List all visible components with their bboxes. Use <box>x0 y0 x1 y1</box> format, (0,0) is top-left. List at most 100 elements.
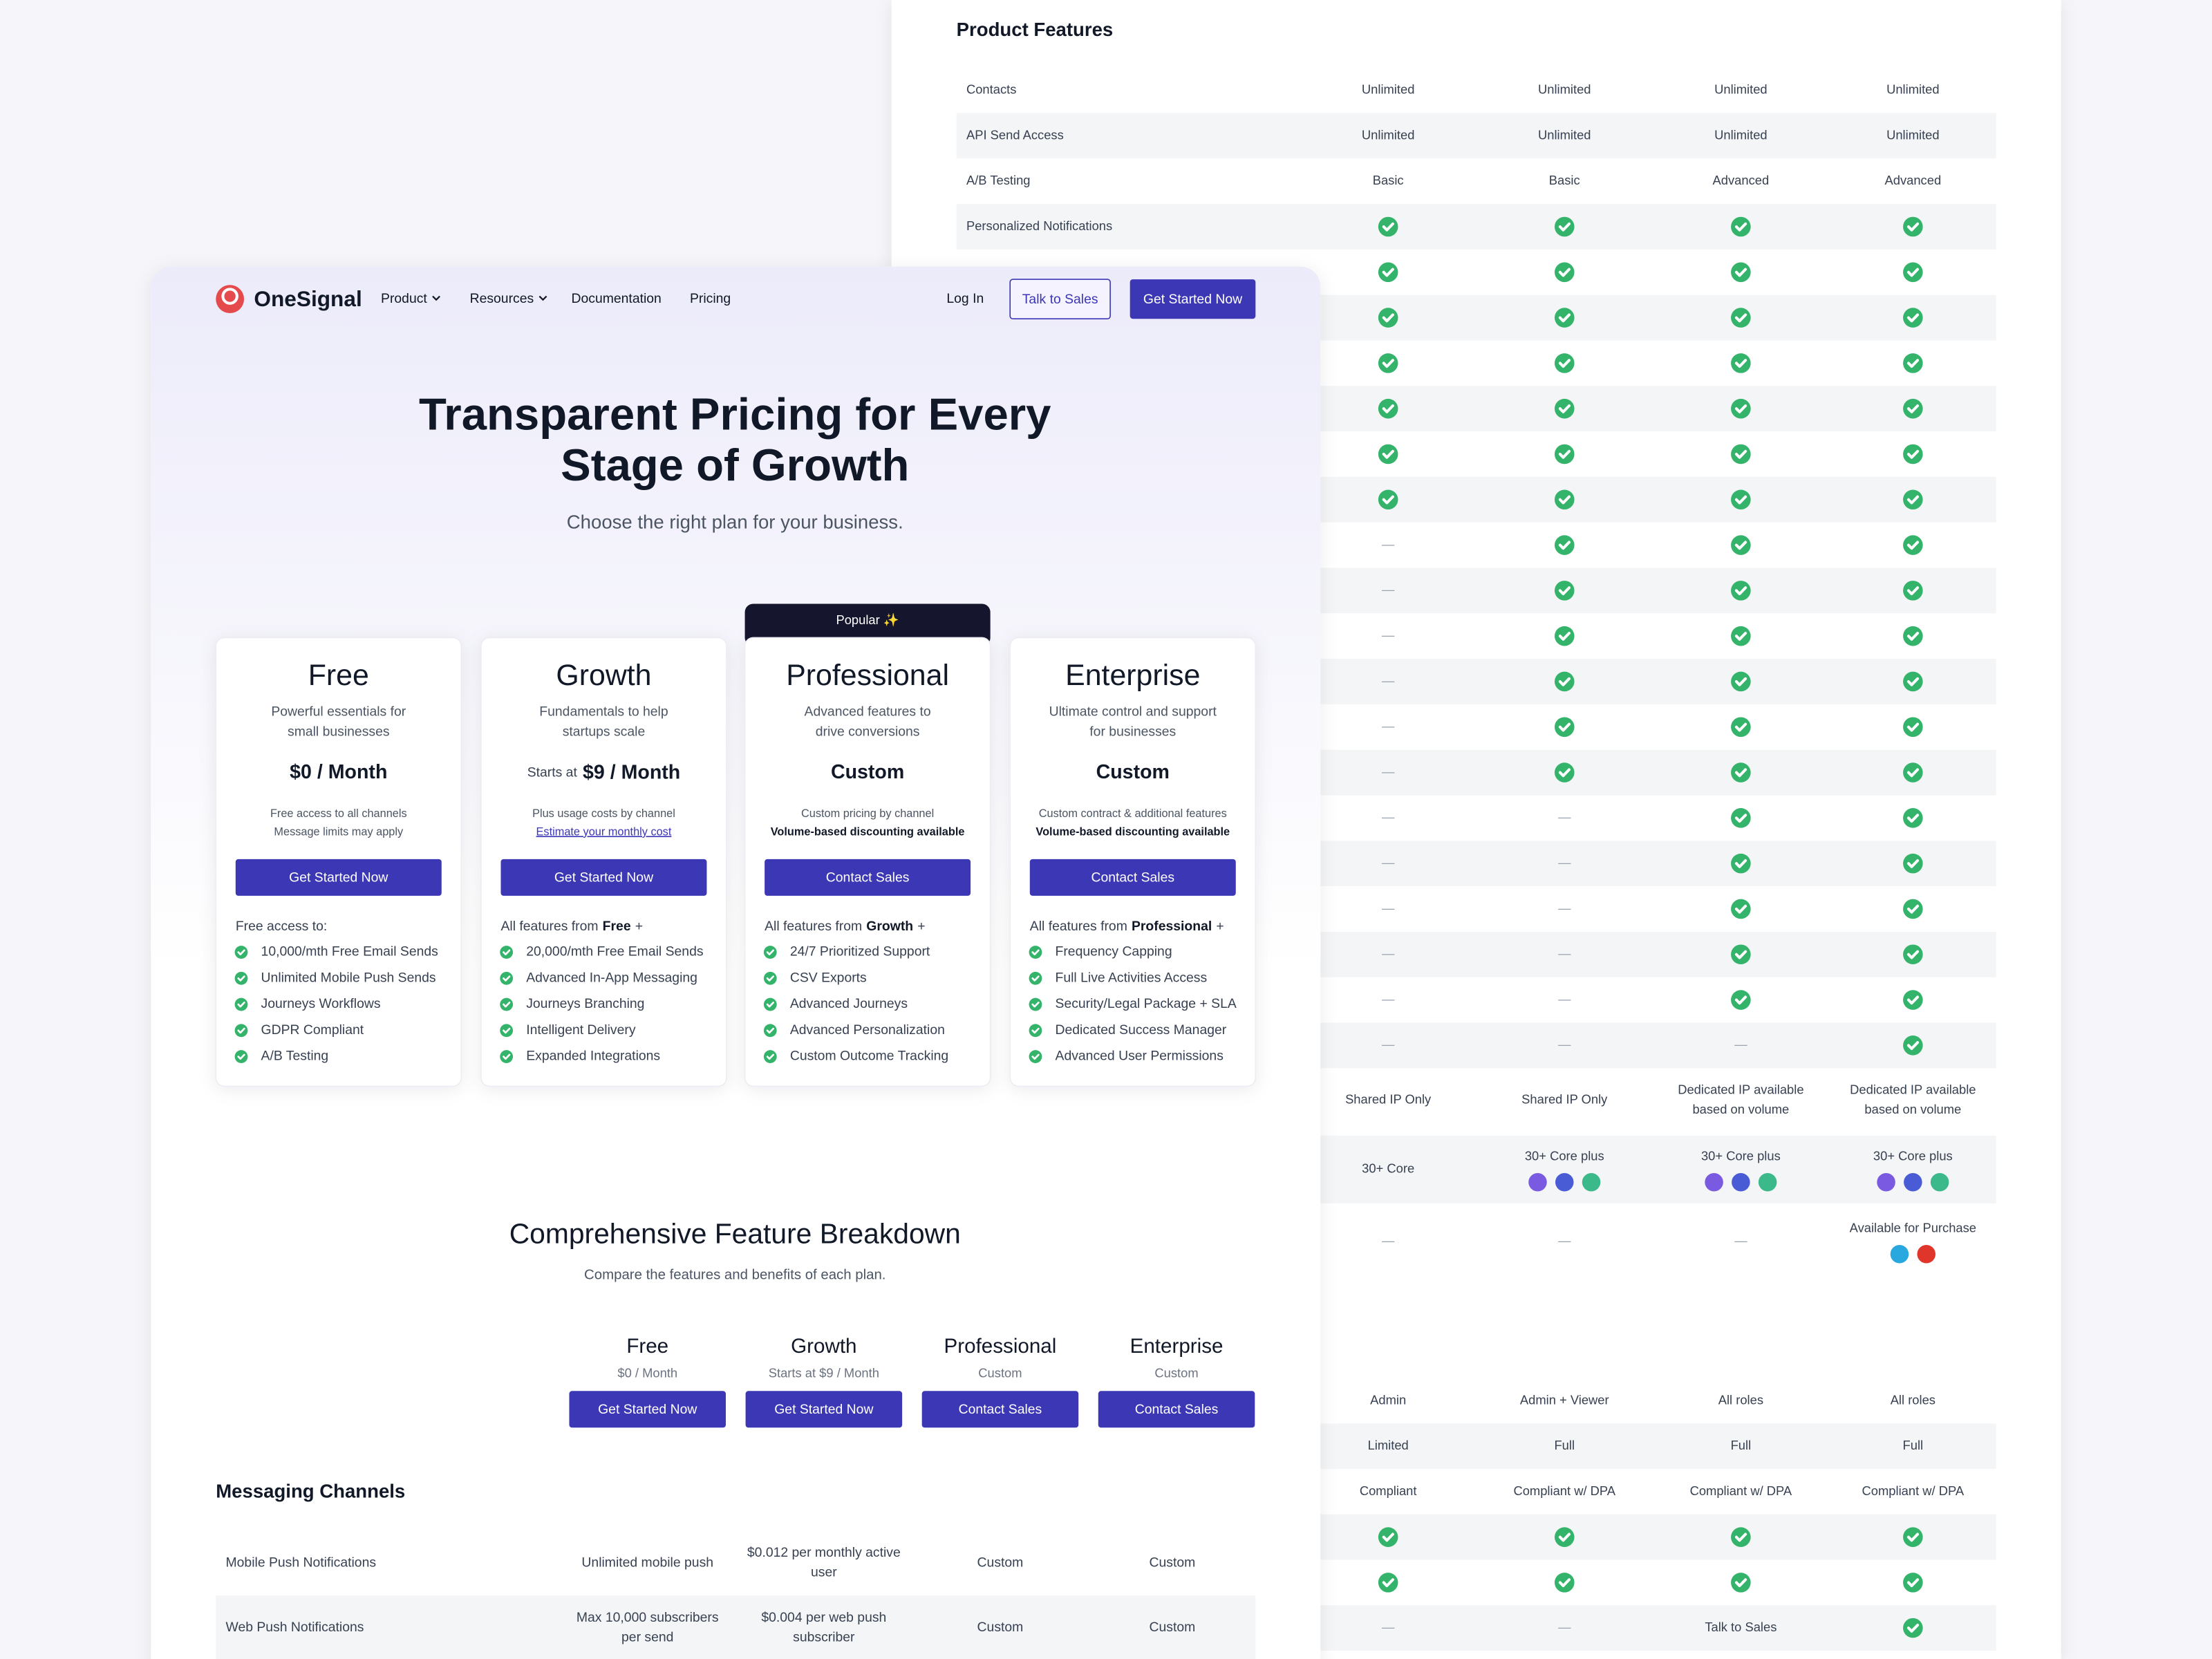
cell: per send <box>621 1630 673 1645</box>
check-mark <box>1558 222 1571 232</box>
nav-link[interactable]: Documentation <box>572 291 662 306</box>
check-mark <box>1906 632 1920 641</box>
intro-prefix: All features from <box>500 919 598 934</box>
check-mark <box>1906 359 1920 368</box>
check-mark <box>766 975 775 982</box>
cell: Shared IP Only <box>1521 1092 1608 1107</box>
cell: Unlimited <box>1714 82 1768 96</box>
button[interactable] <box>500 859 707 896</box>
cell: All roles <box>1718 1392 1763 1407</box>
check-mark <box>1558 495 1571 505</box>
cell: — <box>1382 1037 1395 1051</box>
features-intro: All features from Growth + <box>765 919 925 934</box>
check-mark <box>1734 359 1747 368</box>
cell: — <box>1558 946 1571 961</box>
check-mark <box>503 1002 511 1008</box>
nav-link[interactable]: Log In <box>946 291 984 306</box>
plan-note: Free access to all channels <box>270 807 407 820</box>
row-label: A/B Testing <box>966 173 1031 187</box>
cell: Available for Purchase <box>1850 1220 1976 1235</box>
check-mark <box>1031 949 1040 955</box>
feature: 20,000/mth Free Email Sends <box>526 944 703 959</box>
cell: 30+ Core <box>1362 1161 1414 1176</box>
check-mark <box>1558 449 1571 459</box>
nav-link[interactable]: Resources <box>470 291 534 306</box>
feature: Advanced User Permissions <box>1056 1049 1224 1064</box>
check-mark <box>1734 904 1747 914</box>
plan-desc: Ultimate control and support <box>1049 704 1217 720</box>
cell: Custom <box>977 1555 1024 1570</box>
feature: Security/Legal Package + SLA <box>1056 996 1237 1011</box>
cell: — <box>1382 536 1395 551</box>
cell: Unlimited <box>1714 127 1768 142</box>
button[interactable] <box>1098 1391 1255 1428</box>
cell: 30+ Core plus <box>1701 1148 1781 1163</box>
check-mark <box>1734 1578 1747 1588</box>
cell: Unlimited <box>1362 82 1415 96</box>
button[interactable] <box>1009 279 1111 320</box>
check-mark <box>1734 859 1747 868</box>
cell: Full <box>1903 1438 1924 1452</box>
check-mark <box>1906 495 1920 505</box>
plan-note: Message limits may apply <box>274 825 404 838</box>
cell: $0.004 per web push <box>761 1610 886 1625</box>
row-label: Personalized Notifications <box>966 218 1112 233</box>
button-label: Contact Sales <box>826 870 910 885</box>
button-label: Get Started Now <box>554 870 654 885</box>
plan-name: Free <box>308 659 369 692</box>
plan-note[interactable]: Estimate your monthly cost <box>536 825 672 838</box>
check-mark <box>1734 313 1747 323</box>
intro-plan: Growth <box>866 919 913 934</box>
check-mark <box>1382 313 1394 323</box>
check-mark <box>237 1027 245 1034</box>
plan-desc: Powerful essentials for <box>271 704 406 720</box>
plan-price: Custom <box>1096 761 1170 783</box>
integration-icon <box>1555 1172 1574 1192</box>
nav-link[interactable]: Product <box>381 291 427 306</box>
feature: Advanced In-App Messaging <box>526 970 697 985</box>
panel-title: Product Features <box>957 19 1114 40</box>
cell: — <box>1734 1233 1747 1248</box>
cell: Unlimited <box>1886 82 1940 96</box>
intro-plan: Professional <box>1132 919 1212 934</box>
button[interactable] <box>1029 859 1236 896</box>
check-mark <box>1734 722 1747 732</box>
intro-suffix: + <box>635 919 643 934</box>
button[interactable] <box>745 1391 903 1428</box>
check-mark <box>237 1053 245 1060</box>
plan-name: Growth <box>556 659 651 692</box>
feature: Unlimited Mobile Push Sends <box>261 970 436 985</box>
popular-badge <box>744 603 991 646</box>
check-mark <box>1906 950 1920 959</box>
check-mark <box>237 975 245 982</box>
column-price: Custom <box>978 1366 1022 1380</box>
cell: — <box>1382 673 1395 688</box>
cell: Advanced <box>1885 173 1942 187</box>
integration-icon <box>1705 1172 1723 1192</box>
feature: GDPR Compliant <box>261 1022 364 1038</box>
cell: Compliant w/ DPA <box>1690 1483 1792 1498</box>
cell: Admin <box>1370 1392 1406 1407</box>
check-mark <box>1906 814 1920 823</box>
cell: Compliant w/ DPA <box>1513 1483 1615 1498</box>
plan-desc: for businesses <box>1089 724 1176 739</box>
plan-note: Custom contract & additional features <box>1039 807 1227 820</box>
button[interactable] <box>569 1391 726 1428</box>
button[interactable] <box>765 859 971 896</box>
column-price: Starts at $9 / Month <box>769 1366 879 1380</box>
feature: Intelligent Delivery <box>526 1022 636 1038</box>
nav-link[interactable]: Pricing <box>690 291 731 306</box>
button[interactable] <box>235 859 442 896</box>
button[interactable] <box>1130 279 1256 319</box>
button[interactable] <box>921 1391 1079 1428</box>
feature: Journeys Branching <box>526 996 644 1011</box>
check-mark <box>1734 495 1747 505</box>
check-mark <box>1558 359 1571 368</box>
group-title: Messaging Channels <box>216 1480 405 1501</box>
check-mark <box>1906 268 1920 277</box>
cell: Basic <box>1373 173 1404 187</box>
check-mark <box>766 1053 775 1060</box>
check-mark <box>1734 449 1747 459</box>
cell: — <box>1382 1620 1395 1634</box>
